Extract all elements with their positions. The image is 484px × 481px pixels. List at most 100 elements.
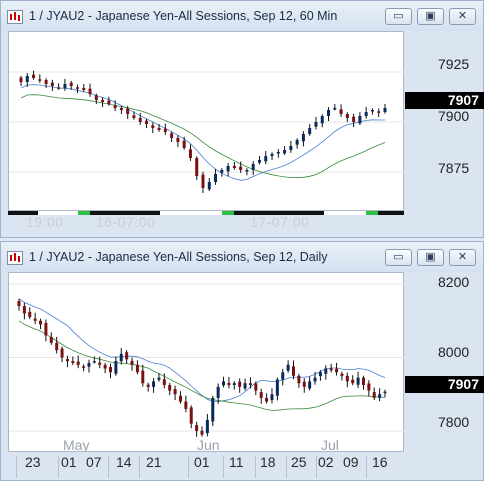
month-label: May	[63, 437, 90, 453]
candle	[301, 131, 305, 147]
candle	[364, 106, 368, 119]
candle	[201, 171, 205, 194]
time-label: 19:00	[26, 214, 64, 230]
candle	[98, 356, 102, 369]
candle	[87, 359, 91, 373]
candle	[130, 357, 134, 371]
candle	[281, 368, 285, 386]
candle	[245, 168, 249, 176]
date-label: 21	[146, 454, 162, 470]
candle	[25, 73, 29, 88]
candle	[44, 78, 48, 88]
candle	[38, 74, 42, 83]
close-button[interactable]: ✕	[449, 8, 476, 25]
candle	[88, 83, 92, 97]
candle	[276, 149, 280, 158]
candle	[259, 388, 263, 404]
date-label: 07	[86, 454, 102, 470]
candle	[170, 131, 174, 142]
ma-fast-line	[18, 298, 386, 403]
candle	[57, 83, 61, 90]
candle	[226, 163, 230, 177]
candle	[345, 112, 349, 122]
candle	[157, 373, 161, 382]
candle	[345, 372, 349, 388]
candle	[28, 307, 32, 320]
candle	[361, 375, 365, 390]
candle	[162, 373, 166, 389]
candle	[163, 123, 167, 135]
candle	[232, 381, 236, 390]
minimize-button[interactable]: ▭	[385, 8, 412, 25]
candle	[327, 107, 331, 122]
candle	[22, 302, 26, 320]
candle	[138, 112, 142, 125]
candle	[339, 104, 343, 117]
candle	[251, 161, 255, 176]
candle	[195, 421, 199, 437]
chart-window-daily: 1 / JYAU2 - Japanese Yen-All Sessions, S…	[0, 241, 484, 481]
last-price-label: 7907	[405, 92, 484, 109]
minimize-button[interactable]: ▭	[385, 249, 412, 266]
candle	[227, 376, 231, 389]
y-tick-label: 7925	[438, 56, 470, 72]
restore-button[interactable]: ▣	[417, 8, 444, 25]
candle	[76, 355, 80, 369]
candle	[44, 319, 48, 342]
candle	[50, 79, 54, 92]
date-label: 01	[61, 454, 77, 470]
y-tick-label: 7900	[438, 108, 470, 124]
candle	[145, 118, 149, 128]
date-label: 14	[116, 454, 132, 470]
candle	[378, 388, 382, 402]
candle	[222, 376, 226, 388]
candle	[313, 371, 317, 385]
candle	[114, 356, 118, 376]
candle	[32, 70, 36, 80]
y-tick-label: 8000	[438, 344, 470, 360]
candle	[340, 371, 344, 381]
candle	[188, 144, 192, 161]
candle	[92, 356, 96, 364]
date-axis: 23 01 07 14 21 01 11 18 25 02 09 16	[8, 452, 404, 478]
candle	[302, 378, 306, 393]
title-bar[interactable]: 1 / JYAU2 - Japanese Yen-All Sessions, S…	[1, 1, 483, 31]
candle	[152, 378, 156, 393]
candle	[126, 105, 130, 120]
y-tick-label: 7875	[438, 160, 470, 176]
title-bar[interactable]: 1 / JYAU2 - Japanese Yen-All Sessions, S…	[1, 242, 483, 272]
candle	[270, 388, 274, 404]
last-price-label: 7907	[405, 376, 484, 393]
candle	[168, 382, 172, 396]
candle	[132, 111, 136, 120]
candle	[320, 114, 324, 128]
candle	[220, 168, 224, 177]
candle	[214, 168, 218, 185]
window-title: 1 / JYAU2 - Japanese Yen-All Sessions, S…	[29, 9, 338, 23]
candle	[101, 97, 105, 108]
candle	[238, 378, 242, 393]
close-button[interactable]: ✕	[449, 249, 476, 266]
candle	[297, 373, 301, 388]
price-chart-area[interactable]	[8, 272, 405, 452]
y-tick-label: 8200	[438, 274, 470, 290]
candle	[232, 162, 236, 170]
candle	[292, 360, 295, 380]
candle	[383, 104, 387, 114]
candle	[314, 116, 318, 130]
candle	[107, 96, 111, 106]
date-label: 16	[372, 454, 388, 470]
month-label: Jun	[197, 437, 220, 453]
candle	[367, 380, 371, 397]
candle	[377, 108, 381, 118]
candle	[308, 376, 312, 391]
candle	[176, 135, 180, 148]
candle	[264, 150, 268, 165]
candle	[65, 355, 69, 368]
date-label: 02	[318, 454, 334, 470]
restore-button[interactable]: ▣	[417, 249, 444, 266]
y-tick-label: 7800	[438, 414, 470, 430]
price-chart-area[interactable]	[8, 31, 405, 211]
candle	[335, 362, 339, 376]
candle	[318, 370, 322, 381]
